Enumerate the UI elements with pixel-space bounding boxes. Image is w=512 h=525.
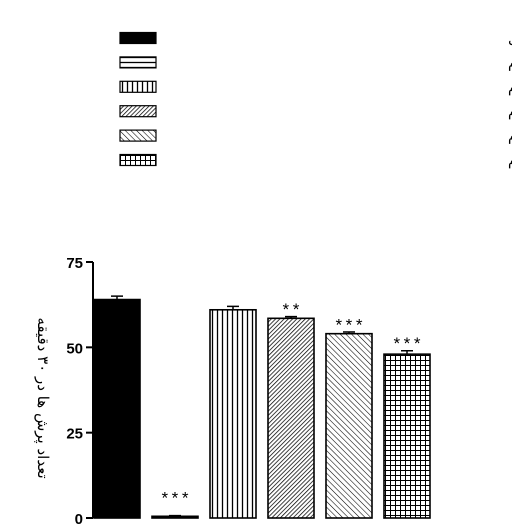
legend: کنترل دیازپام ۵ میلی‌گرم بر کیلوگرم عصاره … [119,31,512,169]
bar [383,353,431,519]
y-axis-label: تعداد پرش ها در ۳۰ دقیقه [34,317,52,478]
legend-swatch [119,80,157,93]
bar [151,515,199,519]
legend-label: عصاره آبی - متانولی ۰/۱۵ گرم بر کیلوگرم [508,78,512,96]
legend-label: کنترل [508,31,512,47]
y-tick-label: 75 [66,255,83,272]
bar [325,332,373,519]
legend-swatch [119,129,157,142]
legend-swatch [119,31,157,45]
significance-label: *** [392,337,423,356]
legend-swatch [119,105,157,118]
legend-label: دیازپام ۵ میلی‌گرم بر کیلوگرم [508,54,512,71]
significance-label: *** [334,318,365,337]
legend-swatch [119,153,157,167]
significance-label: *** [160,491,191,510]
bar [209,308,257,519]
y-tick-label: 25 [66,426,83,443]
y-axis-title: تعداد پرش ها در ۳۰ دقیقه [34,317,52,478]
significance-label: ** [281,303,301,322]
y-tick-label: 50 [66,340,83,357]
legend-label: عصاره آبی - متانولی ۱/۰۲ گرم بر کیلوگرم [508,127,512,145]
legend-swatch [119,56,157,69]
y-tick-label: 0 [75,511,83,525]
legend-label: عصاره آبی - متانولی ۱/٤٦ گرم بر کیلوگرم [508,151,512,169]
bar [267,317,315,519]
bar [93,298,141,519]
legend-label: عصاره آبی - متانولی ۰/۵۸ گرم بر کیلوگرم [508,102,512,120]
